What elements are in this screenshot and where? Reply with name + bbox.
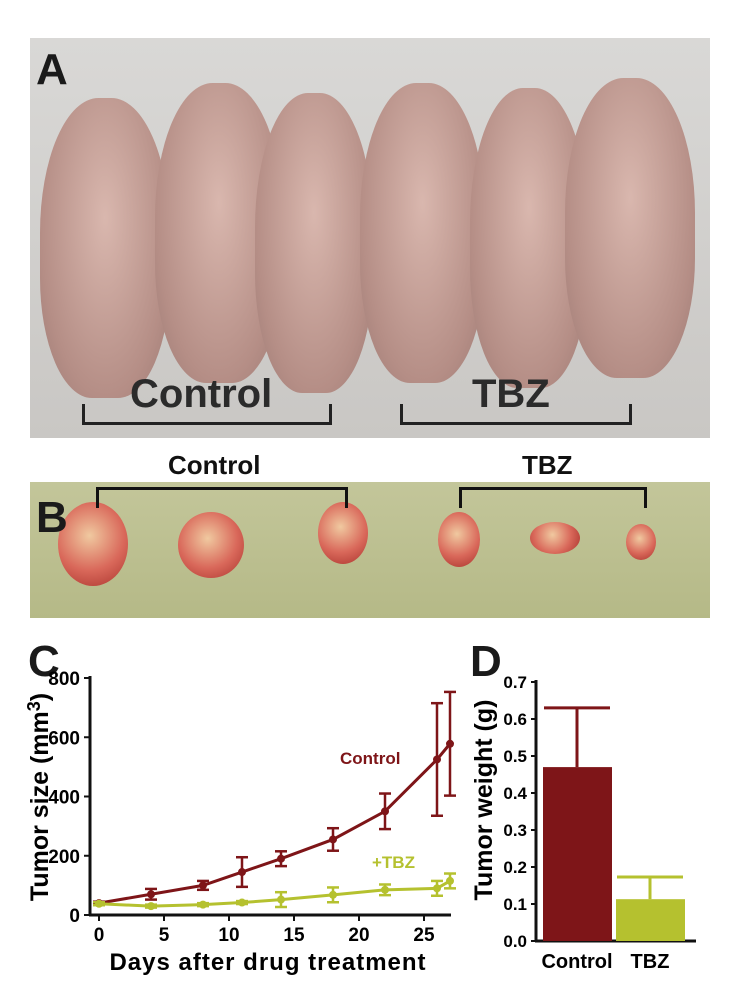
data-point [329,890,337,899]
y-tick-label: 600 [48,728,80,749]
x-tick-label: 25 [413,925,435,946]
bar-tbz [616,899,685,941]
y-axis-label: Tumor size (mm3) [24,693,54,901]
data-point [381,807,389,816]
data-point [277,895,285,904]
tumor [318,502,368,564]
y-tick-label-d: 0.6 [503,710,527,729]
x-axis-label: Days after drug treatment [109,949,426,976]
data-point [238,868,246,877]
y-axis-label-d: Tumor weight (g) [470,700,498,901]
data-point [199,900,207,909]
tumor-label-control: Control [168,450,261,480]
data-point [433,884,441,893]
y-tick-label: 400 [48,788,80,809]
y-tick-label-d: 0.0 [503,932,527,951]
tumor [178,512,244,578]
data-point [446,739,454,748]
mouse [565,78,695,378]
x-tick-label: 0 [94,925,105,946]
data-point [329,835,337,844]
panel-label-c: C [28,637,60,686]
data-point [446,876,454,885]
panel-label-d: D [470,637,502,686]
bracket-tbz-b [459,487,647,508]
data-point [238,898,246,907]
x-tick-label: 5 [159,925,170,946]
data-point [277,854,285,863]
legend-control: Control [340,749,400,768]
data-point [147,890,155,899]
y-tick-label: 0 [69,906,80,927]
tumor [58,502,128,586]
data-point [147,902,155,911]
tumor [530,522,580,554]
mouse [360,83,485,383]
x-tick-label: 20 [348,925,369,946]
tumors-photo [30,482,710,618]
bar-control [543,767,612,941]
mouse [40,98,170,398]
data-point [95,899,103,908]
panel-label-a: A [36,45,68,94]
x-category-label: Control [541,951,612,973]
data-point [199,881,207,890]
mouse [255,93,373,393]
x-tick-label: 10 [218,925,239,946]
data-point [381,885,389,894]
panel-label-b: B [36,493,68,542]
y-tick-label-d: 0.5 [503,747,527,766]
data-point [433,755,441,764]
bracket-control-a [82,404,332,425]
legend-tbz: +TBZ [372,853,415,872]
bracket-tbz-a [400,404,632,425]
y-tick-label-d: 0.2 [503,858,527,877]
tumor-label-tbz: TBZ [522,450,573,480]
y-tick-label-d: 0.3 [503,821,527,840]
y-tick-label-d: 0.1 [503,895,527,914]
x-category-label: TBZ [631,951,670,973]
bracket-control-b [96,487,348,508]
y-tick-label-d: 0.7 [503,673,527,692]
x-tick-label: 15 [283,925,305,946]
tumor [626,524,656,560]
photo-label-tbz: TBZ [472,372,550,416]
tumor [438,512,480,567]
y-tick-label: 200 [48,847,80,868]
mice-photo [30,38,710,438]
y-tick-label-d: 0.4 [503,784,527,803]
photo-label-control: Control [130,372,273,416]
y-tick-label: 800 [48,669,80,690]
